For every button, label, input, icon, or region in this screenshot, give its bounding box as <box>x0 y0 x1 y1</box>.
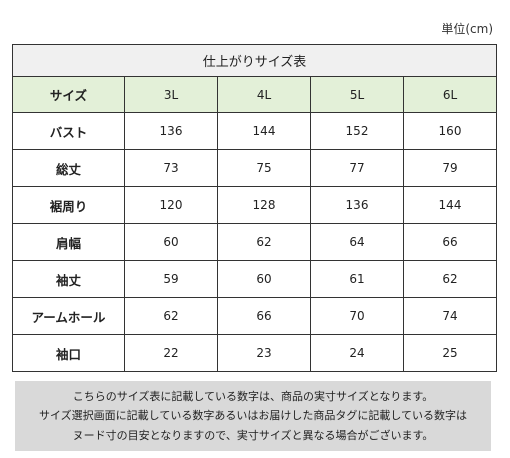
table-cell: 24 <box>310 334 404 372</box>
table-cell: 144 <box>217 112 311 150</box>
table-cell: 22 <box>124 334 218 372</box>
unit-label: 単位(cm) <box>441 22 493 36</box>
header-cell-5l: 5L <box>310 76 404 113</box>
table-cell: 62 <box>403 260 497 298</box>
table-cell: 64 <box>310 223 404 261</box>
table-cell: 70 <box>310 297 404 335</box>
header-cell-6l: 6L <box>403 76 497 113</box>
row-label: 肩幅 <box>12 223 125 261</box>
table-cell: 136 <box>124 112 218 150</box>
table-cell: 77 <box>310 149 404 187</box>
table-cell: 60 <box>217 260 311 298</box>
table-row: 袖丈 59 60 61 62 <box>12 260 497 298</box>
header-cell-size: サイズ <box>12 76 125 113</box>
table-cell: 61 <box>310 260 404 298</box>
table-cell: 66 <box>217 297 311 335</box>
table-cell: 128 <box>217 186 311 224</box>
note-line: ヌード寸の目安となりますので、実寸サイズと異なる場合がございます。 <box>72 428 434 442</box>
table-row: 肩幅 60 62 64 66 <box>12 223 497 261</box>
table-row: アームホール 62 66 70 74 <box>12 297 497 335</box>
table-cell: 152 <box>310 112 404 150</box>
table-cell: 73 <box>124 149 218 187</box>
header-cell-4l: 4L <box>217 76 311 113</box>
table-cell: 160 <box>403 112 497 150</box>
row-label: 袖口 <box>12 334 125 372</box>
row-label: 総丈 <box>12 149 125 187</box>
note-line: こちらのサイズ表に記載している数字は、商品の実寸サイズとなります。 <box>72 390 434 404</box>
row-label: 裾周り <box>12 186 125 224</box>
table-row: 裾周り 120 128 136 144 <box>12 186 497 224</box>
table-cell: 74 <box>403 297 497 335</box>
table-cell: 62 <box>124 297 218 335</box>
header-cell-3l: 3L <box>124 76 218 113</box>
table-cell: 60 <box>124 223 218 261</box>
table-row: 総丈 73 75 77 79 <box>12 149 497 187</box>
table-title: 仕上がりサイズ表 <box>12 44 497 77</box>
table-row: バスト 136 144 152 160 <box>12 112 497 150</box>
table-cell: 75 <box>217 149 311 187</box>
row-label: 袖丈 <box>12 260 125 298</box>
table-cell: 59 <box>124 260 218 298</box>
row-label: アームホール <box>12 297 125 335</box>
table-title-row: 仕上がりサイズ表 <box>12 44 497 77</box>
note-line: サイズ選択画面に記載している数字あるいはお届けした商品タグに記載している数字は <box>38 409 467 423</box>
table-cell: 23 <box>217 334 311 372</box>
size-note-box: こちらのサイズ表に記載している数字は、商品の実寸サイズとなります。 サイズ選択画… <box>15 381 491 451</box>
row-label: バスト <box>12 112 125 150</box>
table-cell: 79 <box>403 149 497 187</box>
table-cell: 120 <box>124 186 218 224</box>
table-cell: 66 <box>403 223 497 261</box>
table-header-row: サイズ 3L 4L 5L 6L <box>12 76 497 113</box>
size-chart-table: 仕上がりサイズ表 サイズ 3L 4L 5L 6L バスト 136 144 152 160… <box>12 44 497 372</box>
table-row: 袖口 22 23 24 25 <box>12 334 497 372</box>
table-cell: 136 <box>310 186 404 224</box>
table-cell: 25 <box>403 334 497 372</box>
table-cell: 62 <box>217 223 311 261</box>
table-cell: 144 <box>403 186 497 224</box>
